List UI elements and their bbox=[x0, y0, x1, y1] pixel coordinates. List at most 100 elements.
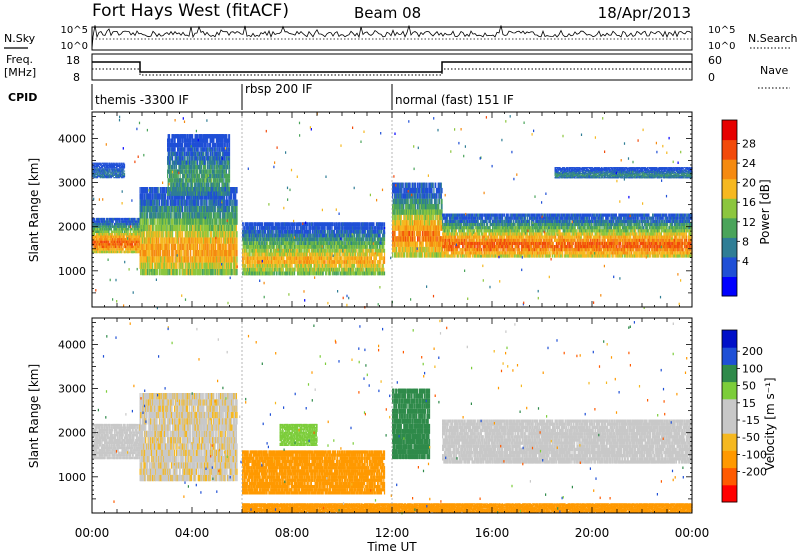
nsky-label: N.Sky bbox=[4, 32, 36, 45]
data-cell-band-3 bbox=[245, 252, 248, 257]
data-cell-band-1 bbox=[177, 250, 179, 257]
data-cell-band-0 bbox=[107, 245, 109, 249]
data-cell-band-1 bbox=[233, 205, 235, 213]
data-cell-band-1 bbox=[172, 205, 174, 213]
data-cell-band-0 bbox=[102, 240, 104, 244]
data-cell-band-1 bbox=[140, 205, 142, 213]
data-cell-band-1 bbox=[207, 212, 209, 219]
data-cell-band-2 bbox=[180, 182, 183, 187]
data-cell-band-1 bbox=[154, 199, 156, 206]
data-cell-band-2 bbox=[210, 156, 212, 161]
data-cell-band-1 bbox=[162, 212, 164, 219]
data-cell-band-1 bbox=[160, 237, 162, 244]
data-cell-band-1 bbox=[145, 237, 147, 244]
data-cell-band-1 bbox=[203, 199, 206, 206]
data-cell-band-0 bbox=[137, 233, 139, 236]
data-cell-band-1 bbox=[152, 256, 154, 263]
data-cell-band-0 bbox=[108, 243, 110, 246]
data-cell-band-3 bbox=[259, 226, 261, 230]
data-cell-band-1 bbox=[200, 237, 202, 244]
data-cell-band-0 bbox=[137, 250, 139, 254]
data-cell-band-1 bbox=[210, 193, 212, 200]
data-cell-band-0 bbox=[135, 225, 137, 228]
data-cell-band-1 bbox=[212, 212, 214, 219]
data-cell-band-2 bbox=[217, 160, 219, 165]
data-cell-band-0 bbox=[102, 238, 104, 241]
data-cell-band-1 bbox=[230, 199, 232, 206]
data-cell-band-1 bbox=[222, 199, 224, 206]
data-cell-band-2 bbox=[168, 134, 171, 139]
data-cell-band-3 bbox=[290, 267, 292, 272]
data-cell-band-0 bbox=[127, 250, 129, 254]
data-cell-band-0 bbox=[127, 248, 129, 251]
data-cell-band-1 bbox=[175, 199, 177, 206]
data-cell-band-0 bbox=[137, 222, 139, 226]
data-cell-band-2 bbox=[223, 142, 226, 148]
data-cell-band-1 bbox=[162, 231, 164, 238]
data-cell-band-1 bbox=[222, 262, 224, 269]
data-cell-band-0 bbox=[117, 228, 119, 231]
data-cell-band-0 bbox=[100, 230, 102, 233]
data-cell-band-1 bbox=[180, 231, 182, 238]
data-cell-band-1 bbox=[223, 193, 226, 200]
freq-trace bbox=[92, 61, 692, 73]
data-cell-band-3 bbox=[272, 271, 274, 276]
data-cell-band-1 bbox=[187, 237, 189, 244]
data-cell-band-3 bbox=[292, 271, 294, 276]
data-cell-band-1 bbox=[170, 268, 172, 276]
data-cell-band-0 bbox=[123, 220, 125, 223]
data-cell-band-1 bbox=[163, 262, 166, 269]
data-cell-band-0 bbox=[115, 222, 118, 226]
data-cell-band-1 bbox=[145, 187, 147, 194]
data-cell-band-1 bbox=[145, 205, 147, 213]
data-cell-band-1 bbox=[236, 205, 238, 213]
data-cell-band-2 bbox=[218, 156, 221, 161]
data-cell-band-1 bbox=[155, 205, 157, 213]
data-cell-band-1 bbox=[207, 231, 209, 238]
data-cell-band-2 bbox=[207, 178, 209, 183]
data-cell-band-1 bbox=[160, 256, 162, 263]
data-cell-band-1 bbox=[197, 218, 199, 225]
data-cell-band-2 bbox=[183, 169, 186, 174]
data-cell-band-3 bbox=[267, 252, 269, 257]
data-cell-band-1 bbox=[157, 268, 159, 276]
data-cell-band-1 bbox=[212, 205, 214, 213]
data-cell-band-1 bbox=[212, 224, 214, 232]
data-cell-band-0 bbox=[110, 220, 112, 223]
data-cell-band-1 bbox=[210, 231, 212, 238]
data-cell-band-2 bbox=[227, 182, 229, 187]
data-cell-band-1 bbox=[157, 256, 159, 263]
data-cell-band-0 bbox=[100, 240, 102, 244]
data-cell-band-1 bbox=[231, 199, 233, 206]
data-cell-band-1 bbox=[235, 256, 237, 263]
data-cell-band-1 bbox=[209, 243, 211, 250]
data-cell-band-2 bbox=[169, 151, 171, 157]
data-cell-band-1 bbox=[200, 199, 202, 206]
data-cell-band-2 bbox=[167, 173, 169, 179]
data-cell-band-1 bbox=[215, 212, 217, 219]
data-cell-band-0 bbox=[115, 248, 117, 251]
data-cell-band-0 bbox=[127, 228, 129, 231]
data-cell-band-1 bbox=[220, 212, 222, 219]
data-cell-band-3 bbox=[252, 260, 254, 264]
data-cell-band-0 bbox=[135, 220, 138, 223]
data-cell-band-0 bbox=[100, 217, 102, 221]
data-cell-band-3 bbox=[284, 260, 286, 264]
data-cell-band-0 bbox=[127, 217, 129, 221]
data-cell-band-1 bbox=[167, 212, 169, 219]
data-cell-band-0 bbox=[125, 243, 127, 246]
data-cell-band-3 bbox=[279, 256, 281, 261]
data-cell-band-2 bbox=[215, 160, 218, 165]
data-cell-band-2 bbox=[217, 191, 219, 196]
data-cell-band-1 bbox=[195, 231, 197, 238]
data-cell-band-1 bbox=[140, 250, 142, 257]
data-cell-band-0 bbox=[109, 245, 111, 249]
data-cell-band-0 bbox=[128, 250, 130, 254]
data-cell-band-3 bbox=[280, 260, 282, 264]
data-cell-band-0 bbox=[92, 235, 94, 238]
data-cell-band-1 bbox=[168, 212, 171, 219]
data-cell-band-0 bbox=[95, 230, 97, 233]
data-cell-band-1 bbox=[190, 256, 193, 263]
data-cell-band-1 bbox=[154, 250, 156, 257]
data-cell-band-0 bbox=[94, 243, 96, 246]
